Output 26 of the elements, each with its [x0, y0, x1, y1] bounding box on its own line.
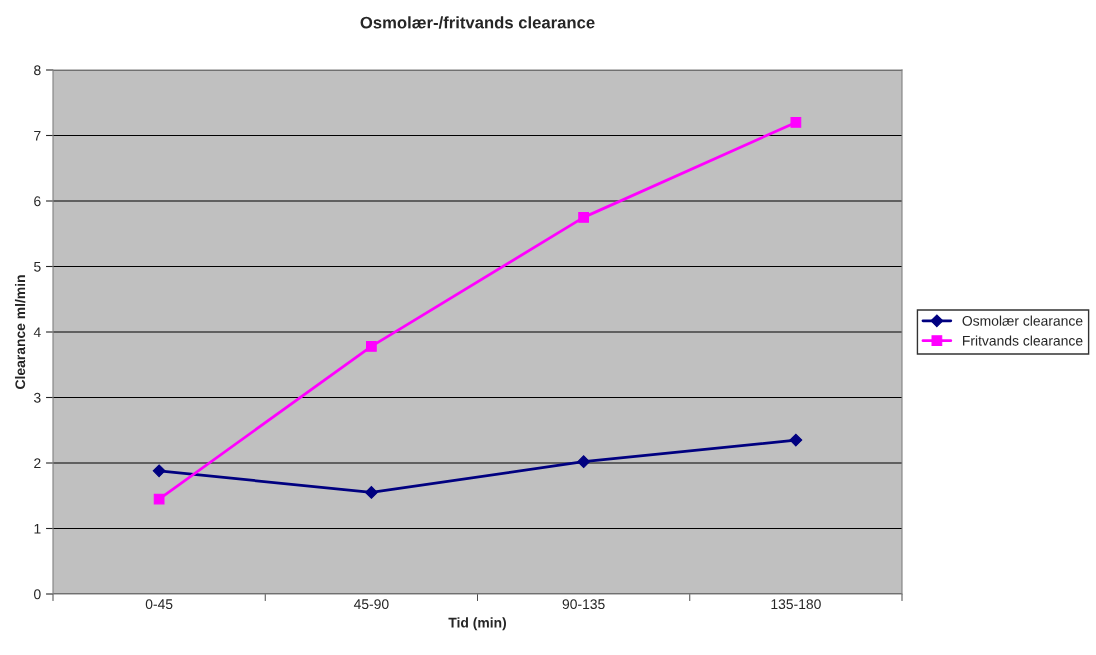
point [578, 211, 590, 223]
y-tick-label: 0 [34, 589, 41, 600]
y-tick-label: 7 [34, 130, 41, 141]
x-tick-label: 0-45 [145, 599, 173, 610]
legend-label: Osmolær clearance [962, 315, 1083, 326]
point [577, 455, 591, 469]
y-tick-label: 8 [34, 65, 41, 76]
point [365, 341, 377, 352]
point [152, 464, 166, 478]
y-tick-label: 1 [34, 523, 41, 534]
x-axis-title: Tid (min) [448, 617, 506, 631]
point [789, 433, 803, 447]
x-tick-label: 45-90 [353, 599, 389, 610]
y-axis-title: Clearance ml/min [14, 275, 26, 389]
legend-label: Fritvands clearance [963, 335, 1083, 346]
chart-title: Osmolær-/fritvands clearance [360, 16, 595, 29]
point [364, 486, 378, 499]
y-tick-label: 5 [34, 261, 41, 272]
point [153, 493, 165, 505]
y-tick-label: 2 [34, 458, 41, 469]
x-tick-label: 90-135 [562, 599, 605, 610]
y-tick-label: 6 [34, 196, 41, 207]
point [790, 117, 802, 128]
y-tick-label: 4 [33, 327, 41, 338]
y-tick-label: 3 [34, 392, 41, 403]
x-tick-label: 135-180 [771, 599, 821, 610]
